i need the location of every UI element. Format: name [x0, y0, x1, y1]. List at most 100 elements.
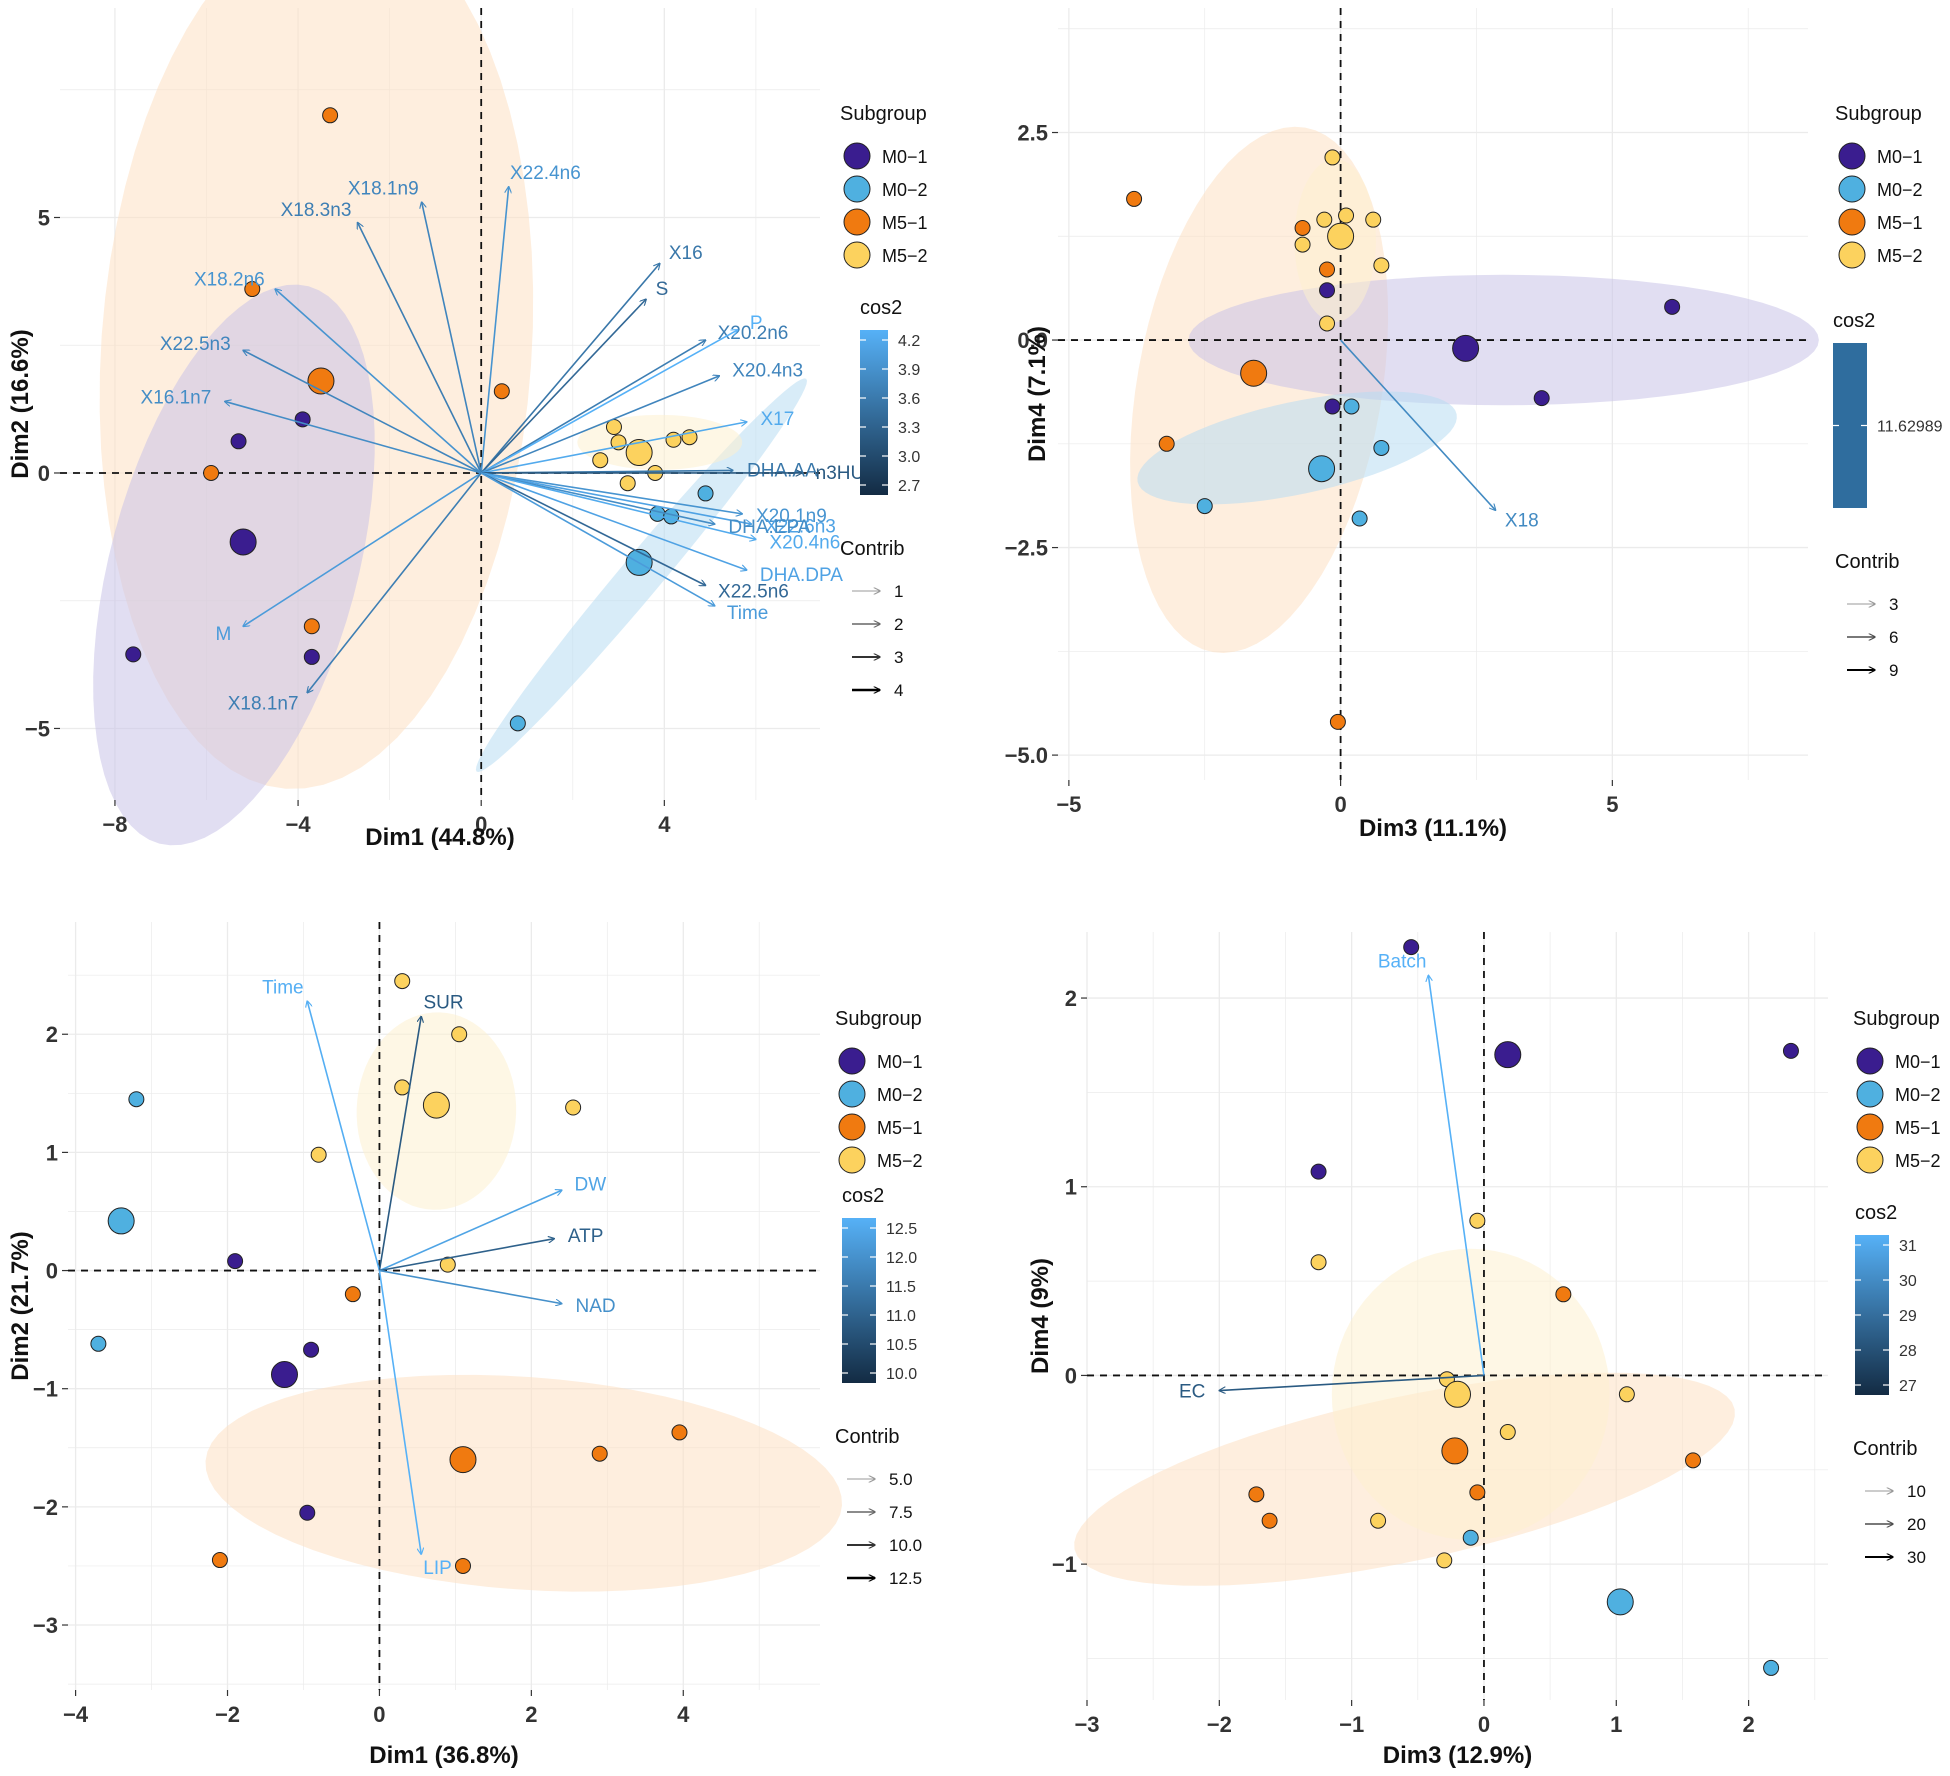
loading-arrow [243, 472, 482, 626]
point-M0-2 [1196, 498, 1213, 515]
loading-arrow [379, 1190, 561, 1272]
cos2-tick-label: 11.62989 [1877, 419, 1943, 436]
legend-subgroup-title: Subgroup [1835, 103, 1922, 125]
cos2-tick-label: 3.3 [898, 420, 920, 437]
point-M5-2 [1327, 222, 1355, 250]
point-M5-1 [591, 1445, 608, 1462]
x-tick-label: 5 [1606, 792, 1618, 817]
y-tick-label: 0 [38, 461, 50, 486]
loading-arrow [480, 472, 714, 606]
y-tick-label: 1 [1065, 1175, 1077, 1200]
x-tick-label: 0 [373, 1702, 385, 1727]
loading-arrow [307, 1001, 381, 1271]
loading-arrow [481, 422, 747, 474]
arrow-label: X16.1n7 [141, 388, 212, 409]
point-M5-1 [493, 383, 510, 400]
legend-contrib-title: Contrib [840, 538, 904, 560]
loading-arrow [480, 340, 705, 474]
point-M0-1 [227, 1253, 244, 1270]
legend-key-M0-2 [843, 175, 871, 203]
point-M0-1 [1664, 298, 1681, 315]
point-M0-2 [90, 1335, 107, 1352]
arrow-label: ATP [568, 1226, 604, 1247]
loading-arrow [378, 1270, 421, 1555]
x-tick-label: 2 [1742, 1712, 1754, 1737]
point-M0-1 [1782, 1042, 1799, 1059]
legend-key-M5-2 [1838, 241, 1866, 269]
legend-label: M0−2 [882, 180, 928, 200]
legend-key-M0-2 [838, 1080, 866, 1108]
legend-contrib-title: Contrib [1853, 1438, 1917, 1460]
x-tick-label: −1 [1339, 1712, 1364, 1737]
arrow-label: X20.1n9 [756, 506, 827, 527]
point-M5-1 [1441, 1437, 1469, 1465]
legend-key-M0-2 [1838, 175, 1866, 203]
point-M5-2 [1294, 236, 1311, 253]
arrow-label: X20.2n6 [718, 323, 789, 344]
x-tick-label: −8 [102, 812, 127, 837]
point-M0-2 [107, 1207, 135, 1235]
point-M5-2 [394, 973, 411, 990]
point-M5-2 [451, 1026, 468, 1043]
point-M0-1 [1533, 390, 1550, 407]
arrow-label: DW [575, 1175, 607, 1196]
cos2-tick-label: 10.5 [886, 1337, 917, 1354]
point-M0-2 [128, 1091, 145, 1108]
cos2-colorbar [842, 1218, 876, 1383]
point-M0-2 [1308, 455, 1336, 483]
point-M0-2 [1373, 439, 1390, 456]
legend-contrib-label: 7.5 [889, 1503, 913, 1522]
x-tick-label: −2 [215, 1702, 240, 1727]
arrow-label: X18.1n9 [348, 178, 419, 199]
loading-arrow [480, 299, 646, 474]
loading-arrow [307, 472, 482, 693]
cos2-tick-label: 3.9 [898, 362, 920, 379]
point-M5-1 [244, 281, 261, 298]
point-M5-2 [422, 1091, 450, 1119]
chart-panel-top-right: X18 −5 0 5 −5.0 −2.5 0.0 2.5 Dim3 (11.1%) Dim4 (7… [1005, 8, 1943, 842]
arrow-label: X22.5n3 [160, 334, 231, 355]
cos2-tick-label: 11.0 [886, 1308, 916, 1325]
cos2-tick-label: 29 [1899, 1308, 1917, 1325]
y-tick-label: −2 [33, 1495, 58, 1520]
legend-key-M5-2 [1856, 1146, 1884, 1174]
legend-key-M5-1 [838, 1113, 866, 1141]
y-tick-label: 0.0 [1017, 328, 1048, 353]
legend-contrib-label: 10 [1907, 1482, 1926, 1501]
legend-label: M5−2 [877, 1151, 923, 1171]
point-M5-1 [1261, 1512, 1278, 1529]
point-M5-2 [1316, 211, 1333, 228]
point-M5-2 [1370, 1512, 1387, 1529]
arrow-label: X18 [1505, 511, 1539, 532]
confidence-ellipse-M5-1 [205, 1374, 842, 1592]
legend-contrib-label: 1 [894, 582, 903, 601]
y-axis-label: Dim4 (9%) [1027, 1258, 1054, 1374]
legend-label: M0−2 [1877, 180, 1923, 200]
arrow-label: DHA.EPA [728, 517, 810, 538]
point-M5-2 [1324, 149, 1341, 166]
y-tick-label: 0 [46, 1259, 58, 1284]
arrow-label: X22.5n6 [718, 582, 789, 603]
legend-cos2-title: cos2 [1833, 310, 1875, 332]
arrow-label: X22.4n6 [510, 163, 581, 184]
arrow-label: Time [262, 978, 304, 999]
legend-label: M0−1 [1877, 147, 1923, 167]
y-axis-label: Dim2 (21.7%) [7, 1231, 34, 1380]
x-axis-label: Dim3 (11.1%) [1359, 815, 1507, 842]
y-tick-label: 1 [46, 1140, 58, 1165]
y-tick-label: 2 [46, 1022, 58, 1047]
loading-arrow [480, 472, 705, 585]
legend-contrib-title: Contrib [835, 1426, 899, 1448]
point-M0-1 [1403, 939, 1420, 956]
legend-key-M0-1 [1838, 142, 1866, 170]
loading-arrow [481, 472, 751, 524]
legend: Subgroup M0−1 M0−2 M5−1 M5−2 cos2 11.62989 Cont… [1833, 103, 1943, 680]
legend-label: M0−1 [877, 1052, 923, 1072]
y-tick-label: −1 [33, 1377, 58, 1402]
point-M5-1 [344, 1286, 361, 1303]
point-M5-2 [625, 439, 653, 467]
loading-arrow [480, 263, 660, 474]
loading-arrow [1340, 339, 1496, 510]
arrow-label: P [750, 313, 763, 334]
arrow-label: SUR [423, 993, 463, 1014]
